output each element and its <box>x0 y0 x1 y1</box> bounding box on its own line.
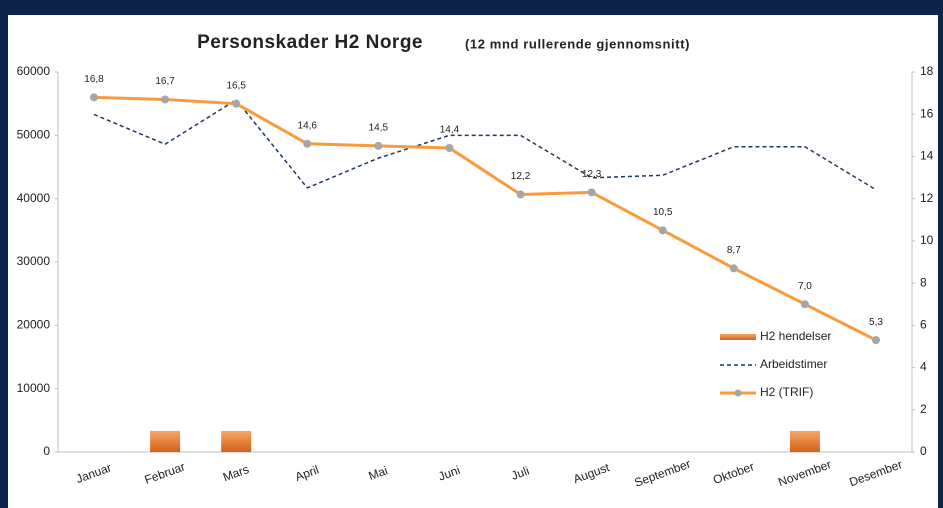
y2-tick-label: 6 <box>920 318 927 332</box>
marker <box>303 139 312 148</box>
y2-tick-label: 2 <box>920 402 927 416</box>
bar <box>221 430 252 452</box>
x-tick-label: Februar <box>143 459 187 487</box>
y-tick-label: 10000 <box>17 381 51 395</box>
marker <box>800 300 809 309</box>
x-tick-label: April <box>293 463 320 484</box>
data-label: 10,5 <box>653 207 673 218</box>
marker <box>445 144 454 152</box>
y-tick-label: 40000 <box>17 191 51 205</box>
data-label: 5,3 <box>869 317 883 328</box>
data-label: 14,6 <box>298 120 318 131</box>
y-tick-label: 60000 <box>17 64 51 78</box>
data-label: 16,7 <box>155 76 175 87</box>
y2-tick-label: 18 <box>920 64 934 78</box>
y2-tick-label: 4 <box>920 360 927 374</box>
line <box>93 95 877 342</box>
legend-label: H2 (TRIF) <box>760 385 813 399</box>
legend-marker <box>734 389 742 397</box>
marker <box>729 264 738 273</box>
x-tick-label: Oktober <box>711 459 756 487</box>
data-label: 14,5 <box>369 123 389 134</box>
legend-label: H2 hendelser <box>760 329 831 343</box>
chart-panel: Personskader H2 Norge (12 mnd rullerende… <box>8 15 938 508</box>
data-label: 16,5 <box>226 80 246 91</box>
marker <box>90 93 98 102</box>
y2-tick-label: 8 <box>920 275 927 289</box>
legend-swatch <box>720 334 756 340</box>
x-tick-label: Mars <box>221 462 251 484</box>
y-tick-label: 50000 <box>17 128 51 142</box>
y2-tick-label: 12 <box>920 191 934 205</box>
x-tick-label: Januar <box>74 460 113 486</box>
y2-tick-label: 14 <box>920 149 934 163</box>
data-label: 14,4 <box>440 125 460 136</box>
y-tick-label: 30000 <box>17 254 51 268</box>
bar <box>789 430 820 452</box>
x-tick-label: Mai <box>367 463 390 483</box>
y-tick-label: 20000 <box>17 318 51 332</box>
marker <box>587 188 596 197</box>
y2-tick-label: 10 <box>920 233 934 247</box>
data-label: 16,8 <box>84 74 104 85</box>
marker <box>658 226 667 235</box>
x-tick-label: August <box>571 460 612 486</box>
x-tick-label: Juni <box>436 463 461 484</box>
data-label: 12,2 <box>511 171 531 182</box>
marker <box>374 141 383 150</box>
data-label: 12,3 <box>582 169 602 180</box>
y2-tick-label: 0 <box>920 444 927 458</box>
x-tick-label: September <box>632 457 692 490</box>
y2-tick-label: 16 <box>920 106 934 120</box>
y-tick-label: 0 <box>43 444 50 458</box>
chart-title: Personskader H2 Norge <box>197 32 423 53</box>
marker <box>516 190 525 199</box>
x-tick-label: November <box>776 457 833 489</box>
data-label: 8,7 <box>727 245 741 256</box>
marker <box>232 99 241 108</box>
x-tick-label: Desember <box>847 457 904 489</box>
legend-label: Arbeidstimer <box>760 357 827 371</box>
chart-subtitle: (12 mnd rullerende gjennomsnitt) <box>465 36 690 51</box>
dashed-line <box>93 98 877 191</box>
chart: Personskader H2 Norge (12 mnd rullerende… <box>17 32 934 490</box>
marker <box>872 336 880 345</box>
x-tick-label: Juli <box>509 464 531 483</box>
bar <box>150 430 181 452</box>
marker <box>161 95 170 104</box>
data-label: 7,0 <box>798 281 812 292</box>
